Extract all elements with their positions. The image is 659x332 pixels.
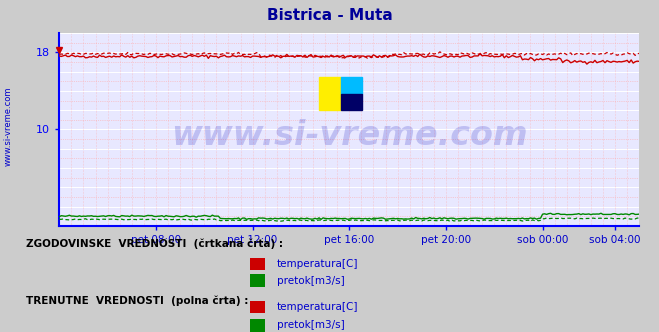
Text: ZGODOVINSKE  VREDNOSTI  (črtkana črta) :: ZGODOVINSKE VREDNOSTI (črtkana črta) : — [26, 239, 283, 249]
Text: www.si-vreme.com: www.si-vreme.com — [171, 119, 528, 152]
Text: www.si-vreme.com: www.si-vreme.com — [3, 86, 13, 166]
Text: TRENUTNE  VREDNOSTI  (polna črta) :: TRENUTNE VREDNOSTI (polna črta) : — [26, 295, 248, 306]
Text: pretok[m3/s]: pretok[m3/s] — [277, 320, 345, 330]
Text: temperatura[C]: temperatura[C] — [277, 259, 358, 269]
Text: temperatura[C]: temperatura[C] — [277, 302, 358, 312]
Text: Bistrica - Muta: Bistrica - Muta — [267, 8, 392, 23]
Text: pretok[m3/s]: pretok[m3/s] — [277, 276, 345, 286]
